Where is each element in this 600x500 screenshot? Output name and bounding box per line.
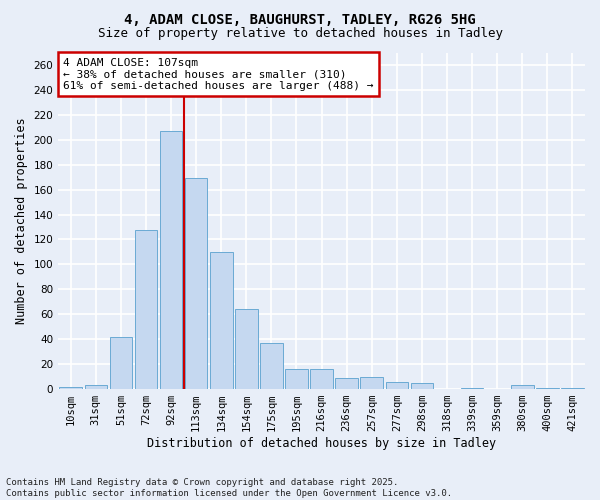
Bar [410, 383, 433, 389]
Text: 4, ADAM CLOSE, BAUGHURST, TADLEY, RG26 5HG: 4, ADAM CLOSE, BAUGHURST, TADLEY, RG26 5… [124, 12, 476, 26]
Bar [160, 131, 182, 389]
Bar [561, 388, 584, 389]
Bar [536, 388, 559, 389]
Bar [386, 382, 408, 389]
Bar [134, 230, 157, 389]
Bar [235, 310, 257, 389]
Text: Size of property relative to detached houses in Tadley: Size of property relative to detached ho… [97, 28, 503, 40]
Y-axis label: Number of detached properties: Number of detached properties [15, 118, 28, 324]
Bar [335, 378, 358, 389]
Bar [285, 369, 308, 389]
Bar [511, 386, 533, 389]
X-axis label: Distribution of detached houses by size in Tadley: Distribution of detached houses by size … [147, 437, 496, 450]
Text: 4 ADAM CLOSE: 107sqm
← 38% of detached houses are smaller (310)
61% of semi-deta: 4 ADAM CLOSE: 107sqm ← 38% of detached h… [64, 58, 374, 90]
Bar [59, 386, 82, 389]
Bar [461, 388, 484, 389]
Bar [85, 386, 107, 389]
Bar [210, 252, 233, 389]
Bar [260, 343, 283, 389]
Bar [361, 376, 383, 389]
Bar [110, 336, 132, 389]
Bar [310, 369, 333, 389]
Text: Contains HM Land Registry data © Crown copyright and database right 2025.
Contai: Contains HM Land Registry data © Crown c… [6, 478, 452, 498]
Bar [185, 178, 208, 389]
